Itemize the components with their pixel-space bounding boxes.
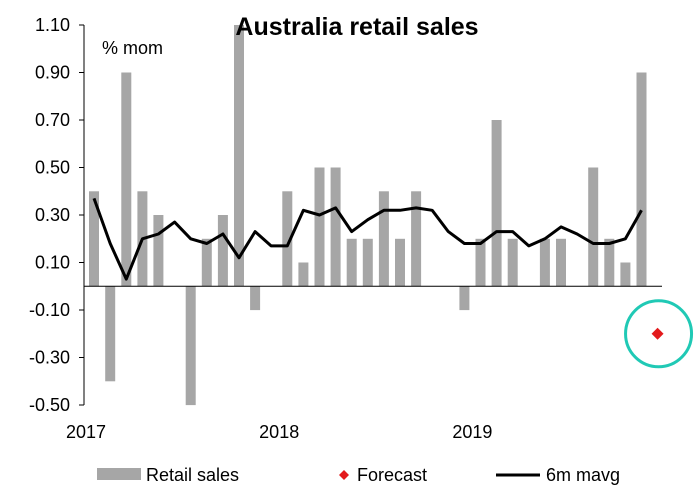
legend-mavg-label: 6m mavg xyxy=(546,465,620,485)
retail-sales-bar-19 xyxy=(378,191,389,287)
retail-sales-bar-27 xyxy=(507,238,518,287)
retail-sales-bar-24 xyxy=(459,286,470,311)
retail-sales-bar-34 xyxy=(620,262,631,287)
retail-sales-bar-10 xyxy=(234,25,244,287)
plot-area: 1.10 0.90 0.70 0.50 0.30 0.10 -0.10 -0.30 -0.50 2… xyxy=(29,15,694,442)
retail-sales-bar-8 xyxy=(201,238,212,287)
y-tick-label-1: 1.10 xyxy=(35,15,70,35)
retail-sales-bar-32 xyxy=(588,167,599,287)
retail-sales-bar-20 xyxy=(395,238,405,287)
legend: Retail sales Forecast 6m mavg xyxy=(97,465,620,485)
x-tick-label-2017: 2017 xyxy=(66,422,106,442)
forecast-marker xyxy=(651,327,664,340)
y-tick-label-9: -0.50 xyxy=(29,395,70,415)
retail-sales-bar-25 xyxy=(475,238,486,287)
retail-sales-bar-1 xyxy=(89,191,99,287)
y-tick-label-8: -0.30 xyxy=(29,348,70,368)
retail-sales-bar-26 xyxy=(491,120,502,287)
x-tick-label-2019: 2019 xyxy=(452,422,492,442)
x-tick-label-2018: 2018 xyxy=(259,422,299,442)
mavg-line xyxy=(92,197,643,281)
y-tick-label-6: 0.10 xyxy=(35,253,70,273)
retail-sales-bar-21 xyxy=(411,191,422,287)
retail-sales-bar-7 xyxy=(185,286,196,406)
retail-sales-bar-35 xyxy=(636,72,647,287)
retail-sales-bar-5 xyxy=(153,215,164,287)
forecast-highlight-circle xyxy=(624,299,694,369)
retail-sales-bar-15 xyxy=(314,167,325,287)
retail-sales-bar-30 xyxy=(556,238,566,287)
y-axis-unit-label: % mom xyxy=(102,38,163,58)
retail-sales-bar-9 xyxy=(217,215,228,287)
y-tick-label-5: 0.30 xyxy=(35,205,70,225)
retail-sales-bar-33 xyxy=(604,238,615,287)
retail-sales-bar-14 xyxy=(298,262,309,287)
legend-retail-sales-label: Retail sales xyxy=(146,465,239,485)
retail-sales-bar-17 xyxy=(346,238,357,287)
chart-title: Australia retail sales xyxy=(235,13,478,41)
retail-sales-bar-16 xyxy=(330,167,341,287)
retail-sales-bar-3 xyxy=(121,72,132,287)
retail-sales-bar-18 xyxy=(362,238,373,287)
y-tick-label-4: 0.50 xyxy=(35,158,70,178)
retail-sales-bar-11 xyxy=(250,286,261,311)
legend-forecast-label: Forecast xyxy=(357,465,427,485)
y-tick-label-7: -0.10 xyxy=(29,300,70,320)
y-tick-label-2: 0.90 xyxy=(35,63,70,83)
y-tick-label-3: 0.70 xyxy=(35,110,70,130)
retail-sales-bar-2 xyxy=(105,286,116,382)
legend-retail-sales-swatch xyxy=(97,468,141,480)
retail-sales-bar-13 xyxy=(282,191,293,287)
retail-sales-bar-29 xyxy=(539,238,550,287)
legend-forecast-swatch xyxy=(339,470,349,480)
